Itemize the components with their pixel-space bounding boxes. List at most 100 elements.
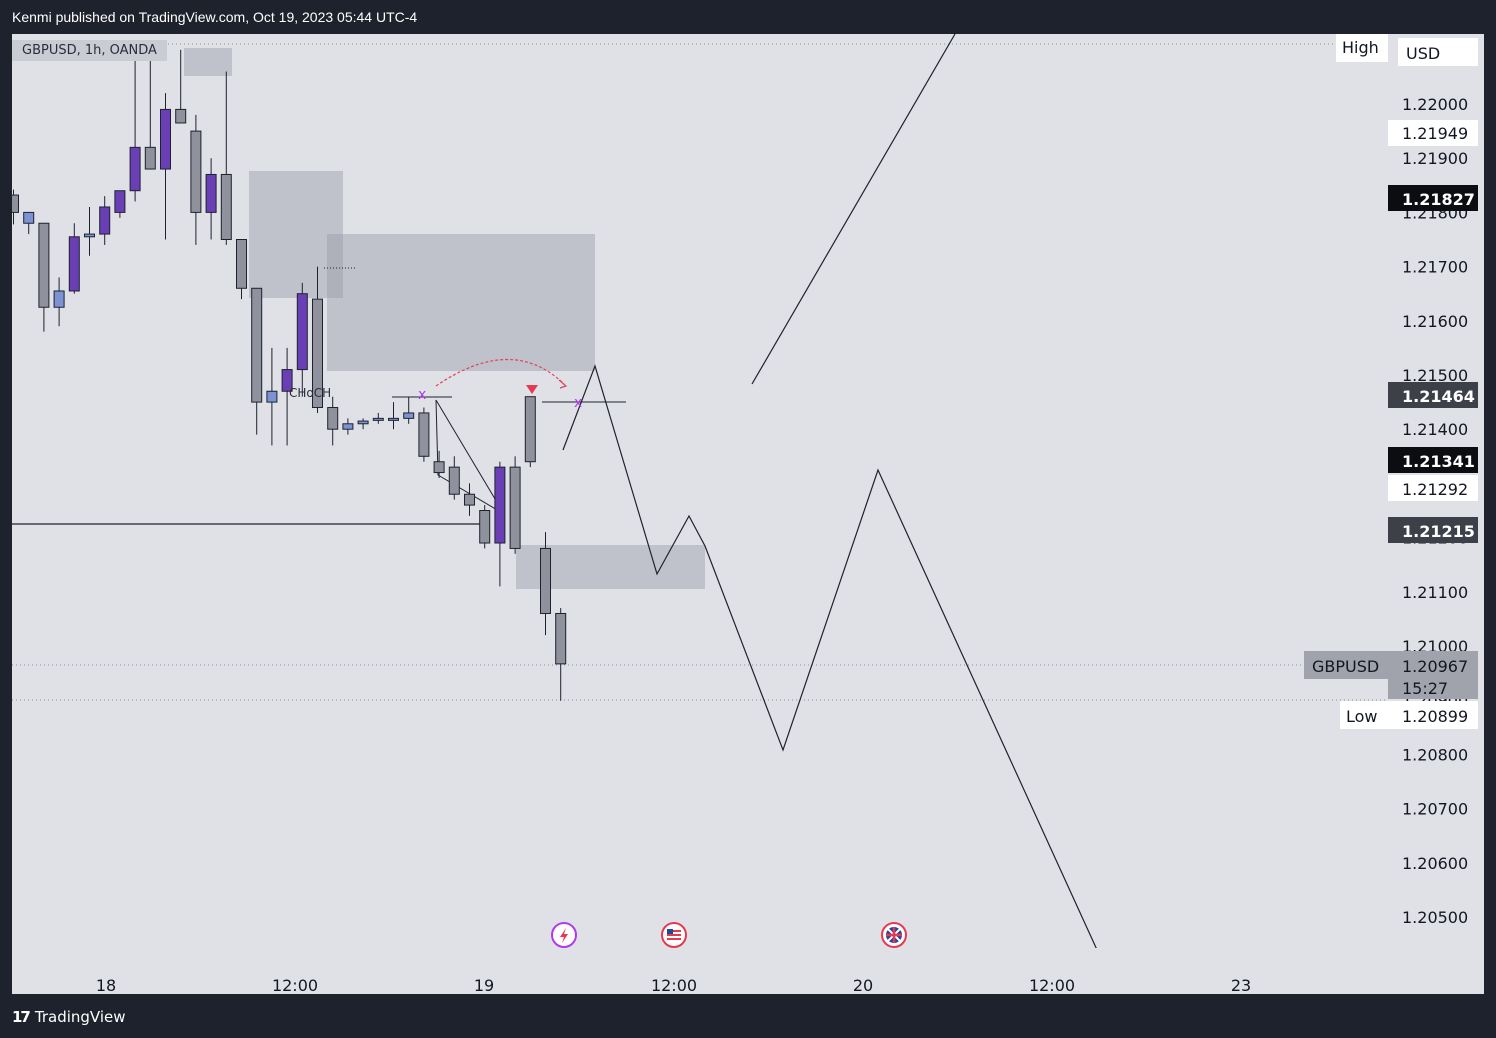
candle-body <box>205 173 217 213</box>
x-tick-label: 20 <box>853 976 873 994</box>
level-4-box <box>1388 475 1478 501</box>
candle <box>296 282 308 397</box>
chart-svg[interactable]: CHoCH x x <box>8 33 1388 953</box>
low-price-label: 1.20899 <box>1402 707 1468 726</box>
currency-label: USD <box>1406 44 1440 63</box>
y-tick-label: 1.21700 <box>1402 258 1468 277</box>
candle <box>53 277 65 327</box>
candle-body <box>99 206 111 235</box>
candle-body <box>38 222 50 308</box>
y-tick-label: 1.20800 <box>1402 745 1468 764</box>
candle <box>281 347 293 446</box>
x-tick-label: 19 <box>474 976 494 994</box>
y-tick-label: 1.20600 <box>1402 854 1468 873</box>
candle-body <box>464 493 475 506</box>
level-5-label: 1.21215 <box>1402 522 1475 541</box>
time-axis[interactable]: 18 12:00 19 12:00 20 12:00 23 <box>12 948 1388 995</box>
candle <box>251 287 263 435</box>
x-tick-label: 12:00 <box>651 976 697 994</box>
candle <box>144 60 156 170</box>
candle-body <box>296 293 308 371</box>
projection-path <box>562 364 1099 953</box>
y-tick-label: 1.21600 <box>1402 312 1468 331</box>
candles-group <box>8 49 567 701</box>
zone-upper-right <box>327 234 595 371</box>
tradingview-logo[interactable]: 17 TradingView <box>12 1008 126 1026</box>
candle-body <box>251 287 263 403</box>
candle-body <box>479 510 491 544</box>
candle <box>99 196 111 245</box>
candle <box>68 223 80 294</box>
publisher-header: Kenmi published on TradingView.com, Oct … <box>0 0 1496 34</box>
level-2-box <box>1388 382 1478 408</box>
candle <box>266 347 278 446</box>
x-marker-right: x <box>574 395 582 411</box>
candle-body <box>8 194 19 213</box>
candle-body <box>388 417 399 421</box>
candle-body <box>555 612 567 665</box>
candle-body <box>357 420 369 425</box>
candle-body <box>220 173 232 241</box>
candle <box>555 608 567 701</box>
y-tick-label: 1.21100 <box>1402 583 1468 602</box>
us-flag-icon <box>661 922 687 948</box>
curved-arrow <box>435 358 565 387</box>
x-tick-label: 12:00 <box>1029 976 1075 994</box>
candle-body <box>418 412 430 457</box>
candle <box>464 483 475 516</box>
candle-body <box>114 190 126 213</box>
level-2-label: 1.21464 <box>1402 387 1475 406</box>
x-tick-label: 12:00 <box>272 976 318 994</box>
candle-body <box>144 146 156 170</box>
price-plot[interactable]: CHoCH x x <box>8 33 1388 953</box>
level-4-label: 1.21292 <box>1402 480 1468 499</box>
y-tick-label: 1.20500 <box>1402 908 1468 927</box>
candle <box>129 60 141 202</box>
candle <box>205 158 217 240</box>
y-tick-label: 1.21500 <box>1402 366 1468 385</box>
candle <box>372 412 384 424</box>
candle <box>418 407 430 462</box>
flash-event-icon <box>551 922 577 948</box>
candle-body <box>342 423 354 430</box>
candle <box>479 505 491 549</box>
high-price-label: 1.21949 <box>1402 124 1468 143</box>
symbol-info[interactable]: GBPUSD, 1h, OANDA <box>12 40 167 61</box>
candle-body <box>327 407 339 430</box>
candle-body <box>160 108 171 170</box>
chart-frame: CHoCH x x <box>8 33 1484 995</box>
candle-body <box>175 108 187 124</box>
candle-body <box>312 298 323 409</box>
choch-label: CHoCH <box>289 386 331 400</box>
footer-bar: 17 TradingView <box>0 994 1496 1038</box>
price-axis[interactable]: 1.22000 1.21900 1.21800 1.21700 1.21600 1.215… <box>1388 34 1484 994</box>
high-label-box <box>1388 120 1478 146</box>
low-label-box <box>1388 701 1478 729</box>
y-tick-label: 1.22000 <box>1402 95 1468 114</box>
candle-body <box>494 466 506 544</box>
candle-body <box>433 461 445 474</box>
candle-body <box>509 466 521 549</box>
candle <box>23 211 35 235</box>
candle-body <box>266 390 278 403</box>
candle <box>114 190 126 218</box>
candle-body <box>524 396 536 463</box>
candle <box>175 49 187 124</box>
candle-body <box>190 130 202 213</box>
zone-top-small <box>184 48 232 76</box>
candle-body <box>236 239 247 289</box>
currency-box <box>1398 38 1478 66</box>
candle <box>448 456 460 500</box>
tradingview-logo-icon: 17 <box>12 1008 31 1026</box>
candle <box>327 396 339 446</box>
candle-body <box>68 236 80 292</box>
candle <box>38 222 50 332</box>
candle-body <box>84 233 95 238</box>
price-axis-svg: 1.220001.219001.218001.217001.216001.215… <box>1388 38 1478 927</box>
brand-name: TradingView <box>34 1008 126 1026</box>
candle <box>190 114 202 245</box>
candle-body <box>53 290 65 308</box>
x-marker-left: x <box>418 387 426 403</box>
countdown-label: 15:27 <box>1402 679 1448 698</box>
x-tick-label: 18 <box>96 976 116 994</box>
